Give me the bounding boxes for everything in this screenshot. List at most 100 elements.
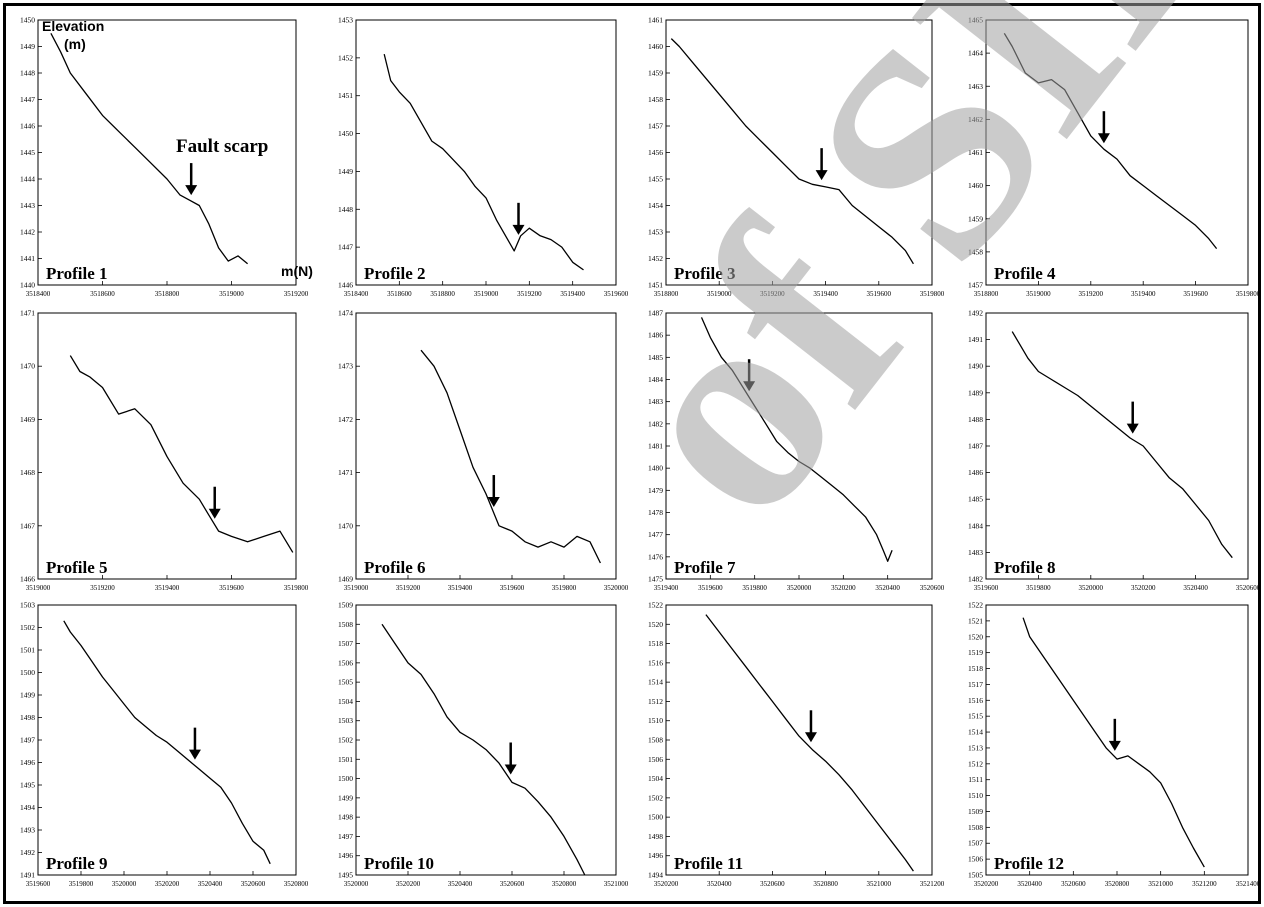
profile-1-y-tick-label: 1449 [20, 42, 35, 51]
profile-5-y-tick-label: 1467 [20, 521, 35, 530]
profile-panel-3: 1451 1452 1453 1454 1455 1456 1457 1458 1459 1460… [648, 16, 945, 299]
profile-8-y-tick-label: 1485 [968, 495, 983, 504]
profile-8-y-tick-label: 1490 [968, 362, 983, 371]
profile-11-x-tick-label: 3521000 [867, 880, 892, 888]
profile-11-y-tick-label: 1516 [648, 658, 663, 667]
profile-9-y-tick-label: 1491 [20, 871, 35, 880]
profile-10-x-tick-label: 3520200 [396, 880, 421, 888]
profile-3-x-tick-label: 3519400 [813, 290, 838, 298]
profile-4-x-tick-label: 3519400 [1131, 290, 1156, 298]
profile-8-y-tick-label: 1484 [968, 521, 983, 530]
profile-10-y-tick-label: 1504 [338, 697, 353, 706]
profile-5-x-tick-label: 3519000 [26, 584, 51, 592]
profile-4-title: Profile 4 [994, 264, 1056, 283]
profile-8-x-tick-label: 3519600 [974, 584, 999, 592]
profile-9-x-tick-label: 3520000 [112, 880, 137, 888]
profile-12-y-tick-label: 1518 [968, 664, 983, 673]
profile-2-y-tick-label: 1447 [338, 243, 353, 252]
profile-3-y-tick-label: 1460 [648, 42, 663, 51]
profile-12-x-tick-label: 3520600 [1061, 880, 1086, 888]
profile-panel-9: 1491 1492 1493 1494 1495 1496 1497 1498 1499 1500… [20, 601, 309, 889]
profile-9-y-tick-label: 1497 [20, 736, 35, 745]
profile-9-y-tick-label: 1495 [20, 781, 35, 790]
profile-10-y-tick-label: 1503 [338, 716, 353, 725]
profile-7-x-tick-label: 3520600 [920, 584, 945, 592]
profile-10-y-tick-label: 1508 [338, 620, 353, 629]
profile-4-y-tick-label: 1457 [968, 281, 983, 290]
profile-5-y-tick-label: 1469 [20, 415, 35, 424]
profile-8-y-tick-label: 1488 [968, 415, 983, 424]
profile-3-y-tick-label: 1459 [648, 69, 663, 78]
profile-3-y-tick-label: 1454 [648, 201, 663, 210]
profile-10-y-tick-label: 1502 [338, 736, 353, 745]
profile-11-x-tick-label: 3521200 [920, 880, 945, 888]
profile-4-y-tick-label: 1460 [968, 181, 983, 190]
fault-scarp-arrow-6-head [487, 497, 500, 508]
profile-3-y-tick-label: 1453 [648, 228, 663, 237]
profile-1-y-tick-label: 1450 [20, 16, 35, 25]
profile-12-y-tick-label: 1508 [968, 823, 983, 832]
profile-7-y-tick-label: 1480 [648, 464, 663, 473]
profile-1-x-tick-label: 3519000 [219, 290, 244, 298]
profile-10-axes-box [355, 604, 617, 876]
profile-1-y-tick-label: 1443 [20, 201, 35, 210]
profile-6-x-tick-label: 3519800 [552, 584, 577, 592]
profile-6-axes-box [355, 312, 617, 580]
profile-4-x-tick-label: 3518800 [974, 290, 999, 298]
profile-10-title: Profile 10 [364, 854, 434, 873]
profile-12-y-tick-label: 1521 [968, 616, 983, 625]
profile-8-y-tick-label: 1486 [968, 468, 983, 477]
profile-panel-6: 1469 1470 1471 1472 1473 1474 3519000 3519200 35… [338, 309, 629, 593]
profile-6-title: Profile 6 [364, 558, 426, 577]
profile-12-y-tick-label: 1514 [968, 728, 983, 737]
profile-6-y-tick-label: 1470 [338, 521, 353, 530]
profile-7-x-tick-label: 3519800 [742, 584, 767, 592]
profile-1-y-tick-label: 1444 [20, 175, 35, 184]
profile-3-x-tick-label: 3519000 [707, 290, 732, 298]
figure-frame [3, 3, 1261, 904]
profile-panel-7: 1475 1476 1477 1478 1479 1480 1481 1482 1483 1484… [648, 309, 945, 593]
profile-7-y-tick-label: 1487 [648, 309, 663, 318]
profile-9-y-tick-label: 1503 [20, 601, 35, 610]
profile-3-y-tick-label: 1461 [648, 16, 663, 25]
profile-3-x-tick-label: 3519200 [760, 290, 785, 298]
profile-5-y-tick-label: 1466 [20, 575, 35, 584]
profile-4-y-tick-label: 1458 [968, 247, 983, 256]
profile-panel-10: 1495 1496 1497 1498 1499 1500 1501 1502 1503 1504… [338, 601, 629, 889]
profile-11-y-tick-label: 1498 [648, 832, 663, 841]
profile-12-y-tick-label: 1517 [968, 680, 983, 689]
profile-7-y-tick-label: 1478 [648, 508, 663, 517]
profile-2-title: Profile 2 [364, 264, 426, 283]
fault-scarp-arrow-9-head [188, 749, 201, 760]
profile-10-y-tick-label: 1509 [338, 601, 353, 610]
profile-12-y-tick-label: 1509 [968, 807, 983, 816]
profile-9-x-tick-label: 3520400 [198, 880, 223, 888]
profile-11-x-tick-label: 3520400 [707, 880, 732, 888]
profile-4-y-tick-label: 1459 [968, 214, 983, 223]
profile-7-title: Profile 7 [674, 558, 736, 577]
profile-1-x-tick-label: 3518600 [90, 290, 115, 298]
profile-3-y-tick-label: 1452 [648, 254, 663, 263]
profile-6-y-tick-label: 1469 [338, 575, 353, 584]
profile-11-y-tick-label: 1512 [648, 697, 663, 706]
profile-5-x-tick-label: 3519400 [155, 584, 180, 592]
profile-8-y-tick-label: 1489 [968, 388, 983, 397]
profile-5-y-tick-label: 1468 [20, 468, 35, 477]
profile-2-y-tick-label: 1452 [338, 53, 353, 62]
profile-12-y-tick-label: 1519 [968, 648, 983, 657]
profile-12-y-tick-label: 1516 [968, 696, 983, 705]
profile-2-y-tick-label: 1446 [338, 281, 353, 290]
fault-scarp-arrow-5-head [208, 508, 221, 519]
profile-5-y-tick-label: 1470 [20, 362, 35, 371]
fault-scarp-arrow-4-head [1097, 133, 1110, 144]
profile-2-axes-box [355, 19, 617, 286]
profile-1-x-tick-label: 3518400 [26, 290, 51, 298]
profile-10-y-tick-label: 1495 [338, 871, 353, 880]
profile-12-line [1022, 617, 1205, 868]
profile-8-y-tick-label: 1487 [968, 442, 983, 451]
profile-11-y-tick-label: 1502 [648, 793, 663, 802]
profile-4-y-tick-label: 1463 [968, 82, 983, 91]
profile-3-y-tick-label: 1456 [648, 148, 663, 157]
profile-10-x-tick-label: 3520800 [552, 880, 577, 888]
